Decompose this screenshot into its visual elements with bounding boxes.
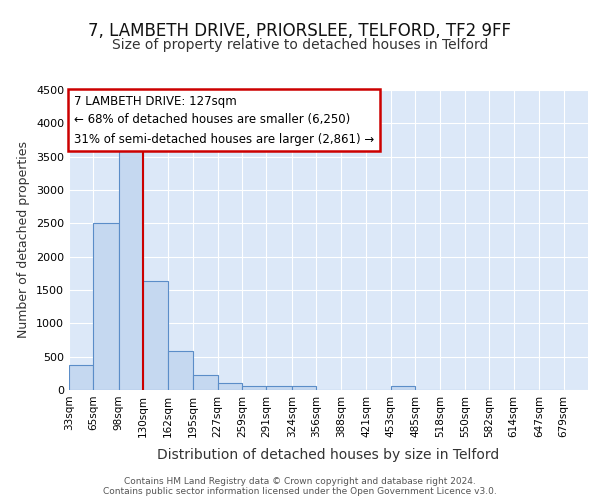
Bar <box>168 350 193 390</box>
Bar <box>69 366 94 390</box>
Bar <box>391 386 415 390</box>
Text: 7 LAMBETH DRIVE: 127sqm
← 68% of detached houses are smaller (6,250)
31% of semi: 7 LAMBETH DRIVE: 127sqm ← 68% of detache… <box>74 94 374 146</box>
Text: Size of property relative to detached houses in Telford: Size of property relative to detached ho… <box>112 38 488 52</box>
Y-axis label: Number of detached properties: Number of detached properties <box>17 142 31 338</box>
Bar <box>119 140 143 390</box>
Text: Contains HM Land Registry data © Crown copyright and database right 2024.: Contains HM Land Registry data © Crown c… <box>124 476 476 486</box>
Bar <box>266 386 292 390</box>
Text: Contains public sector information licensed under the Open Government Licence v3: Contains public sector information licen… <box>103 486 497 496</box>
Bar <box>218 384 242 390</box>
Bar <box>292 386 316 390</box>
Bar <box>193 374 218 390</box>
Bar <box>94 224 119 390</box>
Bar <box>143 282 168 390</box>
X-axis label: Distribution of detached houses by size in Telford: Distribution of detached houses by size … <box>157 448 500 462</box>
Text: 7, LAMBETH DRIVE, PRIORSLEE, TELFORD, TF2 9FF: 7, LAMBETH DRIVE, PRIORSLEE, TELFORD, TF… <box>89 22 511 40</box>
Bar <box>242 386 266 390</box>
